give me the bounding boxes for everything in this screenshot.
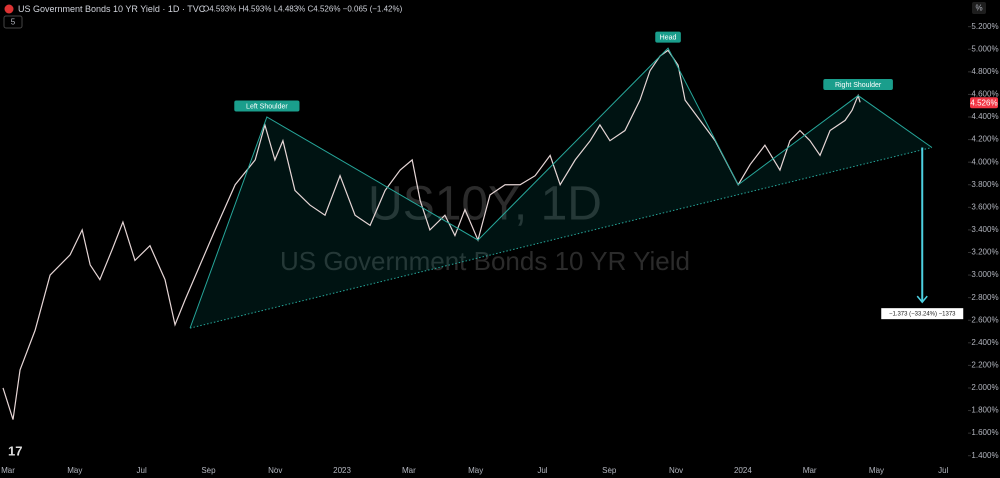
y-tick-label: 4.000% [971, 157, 998, 166]
arrow-head [916, 295, 928, 304]
price-line [2, 49, 861, 420]
pattern-area [190, 48, 932, 329]
y-tick-label: 2.000% [971, 383, 998, 392]
y-tick-label: 3.800% [971, 180, 998, 189]
logo: 17 [8, 443, 22, 458]
y-tick-label: 5.200% [971, 22, 998, 31]
watermark-name: US Government Bonds 10 YR Yield [280, 246, 690, 276]
target-label: −1.373 (−33.24%) −1373 [889, 312, 956, 318]
y-tick-label: 1.400% [971, 451, 998, 460]
x-tick-label: Nov [268, 466, 282, 475]
x-tick-label: May [869, 466, 884, 475]
last-price-box [970, 97, 998, 109]
y-tick-label: 3.400% [971, 225, 998, 234]
x-tick-label: May [67, 466, 82, 475]
y-tick-label: 3.600% [971, 202, 998, 211]
x-tick-label: Nov [669, 466, 683, 475]
watermark-symbol: US10Y, 1D [368, 178, 602, 231]
x-tick-label: Mar [402, 466, 416, 475]
x-tick-label: Jul [137, 466, 147, 475]
y-tick-label: 4.600% [971, 90, 998, 99]
scale-button[interactable] [972, 2, 986, 14]
x-tick-label: 2024 [734, 466, 752, 475]
y-tick-label: 3.000% [971, 270, 998, 279]
target-label-box [881, 308, 964, 320]
y-tick-label: 3.200% [971, 248, 998, 257]
x-tick-label: Jul [537, 466, 547, 475]
interval-box[interactable] [3, 15, 23, 29]
y-tick-label: 4.800% [971, 67, 998, 76]
pattern-label: Right Shoulder [835, 82, 882, 89]
x-tick-label: Sep [201, 466, 216, 475]
y-tick-label: 2.800% [971, 293, 998, 302]
pattern-line [189, 47, 933, 329]
scale-mode[interactable]: % [975, 4, 982, 13]
neckline [189, 146, 933, 329]
y-tick-label: 4.200% [971, 135, 998, 144]
pattern-label: Left Shoulder [246, 103, 288, 110]
y-tick-label: 2.600% [971, 315, 998, 324]
last-price-label: 4.526% [970, 98, 997, 107]
pattern-label-box [234, 100, 300, 112]
x-tick-label: Jul [938, 466, 948, 475]
x-tick-label: May [468, 466, 483, 475]
y-tick-label: 4.400% [971, 112, 998, 121]
y-tick-label: 2.400% [971, 338, 998, 347]
y-tick-label: 2.200% [971, 360, 998, 369]
flag-icon [4, 4, 14, 14]
header-ohlc: O4.593% H4.593% L4.483% C4.526% −0.065 (… [203, 5, 403, 14]
pattern-label-box [655, 31, 681, 43]
header-title: US Government Bonds 10 YR Yield · 1D · T… [18, 4, 206, 14]
x-tick-label: Mar [1, 466, 15, 475]
interval[interactable]: 5 [11, 18, 16, 27]
pattern-label: Head [660, 34, 677, 41]
y-tick-label: 1.800% [971, 406, 998, 415]
x-tick-label: 2023 [333, 466, 351, 475]
y-tick-label: 1.600% [971, 428, 998, 437]
pattern-label-box [823, 79, 893, 91]
x-tick-label: Sep [602, 466, 617, 475]
x-tick-label: Mar [803, 466, 817, 475]
y-tick-label: 5.000% [971, 44, 998, 53]
